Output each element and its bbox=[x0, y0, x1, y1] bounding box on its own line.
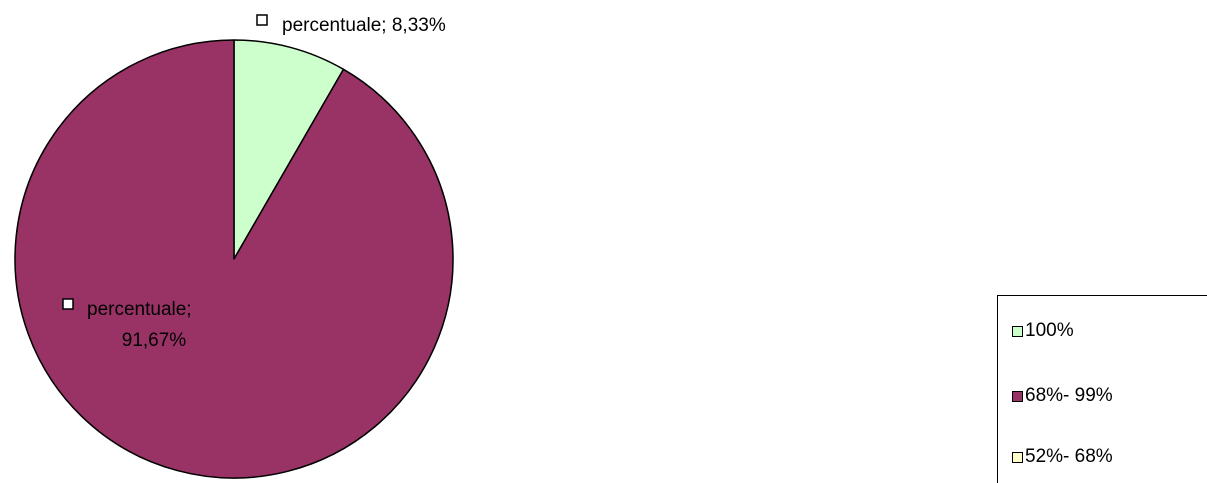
legend-swatch bbox=[1012, 451, 1023, 463]
legend-label: 52%- 68% bbox=[1025, 446, 1113, 467]
legend-item-100: 100% bbox=[1012, 320, 1074, 342]
legend-swatch bbox=[1012, 325, 1023, 337]
data-label-text: percentuale; bbox=[87, 299, 192, 320]
legend-swatch bbox=[1012, 390, 1023, 402]
data-label-0: percentuale; 8,33% bbox=[256, 14, 446, 36]
data-label-key bbox=[62, 298, 74, 310]
data-label-1: percentuale; 91,67% bbox=[62, 298, 192, 351]
data-label-text: 91,67% bbox=[122, 330, 187, 351]
pie-slice-0 bbox=[233, 39, 345, 260]
chart-legend: 100% 68%- 99% 52%- 68% bbox=[997, 295, 1207, 483]
legend-item-52-68: 52%- 68% bbox=[1012, 446, 1113, 468]
data-label-text: percentuale; 8,33% bbox=[282, 15, 446, 36]
legend-label: 100% bbox=[1025, 320, 1074, 341]
legend-label: 68%- 99% bbox=[1025, 385, 1113, 406]
pie-slice-1 bbox=[14, 39, 454, 479]
legend-item-68-99: 68%- 99% bbox=[1012, 385, 1113, 407]
data-label-key bbox=[256, 14, 268, 26]
